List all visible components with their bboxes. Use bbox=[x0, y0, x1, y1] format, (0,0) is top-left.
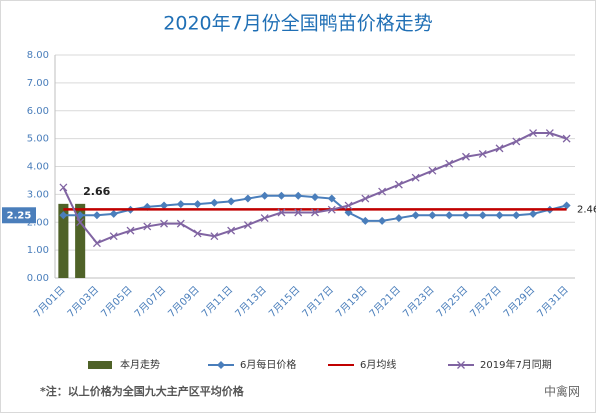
marker bbox=[210, 198, 219, 207]
legend-label: 6月每日价格 bbox=[240, 358, 296, 371]
marker bbox=[445, 211, 454, 220]
y-tick-label: 3.00 bbox=[27, 189, 49, 200]
marker bbox=[227, 226, 236, 235]
y-tick-label: 0.00 bbox=[27, 273, 49, 284]
marker bbox=[59, 211, 68, 220]
marker bbox=[411, 211, 420, 220]
marker bbox=[109, 209, 118, 218]
marker bbox=[378, 187, 387, 196]
marker bbox=[378, 216, 387, 225]
marker bbox=[193, 229, 202, 238]
marker bbox=[294, 208, 303, 217]
marker bbox=[143, 222, 152, 231]
data-label: 2.25 bbox=[7, 210, 32, 221]
marker bbox=[545, 129, 554, 138]
marker bbox=[461, 211, 470, 220]
marker bbox=[428, 211, 437, 220]
marker bbox=[277, 208, 286, 217]
marker bbox=[512, 211, 521, 220]
marker bbox=[311, 208, 319, 217]
marker bbox=[277, 191, 286, 200]
marker bbox=[217, 361, 225, 369]
marker bbox=[92, 239, 101, 248]
y-tick-label: 7.00 bbox=[27, 78, 49, 89]
marker bbox=[92, 211, 101, 220]
y-tick-label: 1.00 bbox=[27, 245, 49, 256]
watermark: 中禽网 bbox=[544, 384, 580, 399]
marker bbox=[243, 221, 252, 229]
legend-item: 2019年7月同期 bbox=[448, 358, 552, 371]
marker bbox=[478, 211, 487, 220]
marker bbox=[260, 214, 269, 223]
legend-item: 6月每日价格 bbox=[208, 358, 296, 371]
data-label: 2.66 bbox=[83, 185, 110, 198]
bar bbox=[75, 203, 86, 278]
marker bbox=[394, 214, 403, 223]
marker bbox=[495, 144, 504, 153]
data-label: 2.46 bbox=[577, 204, 596, 215]
marker bbox=[76, 218, 85, 227]
marker bbox=[59, 183, 68, 192]
marker bbox=[294, 191, 303, 200]
marker bbox=[210, 232, 219, 241]
marker bbox=[529, 129, 538, 138]
marker bbox=[411, 173, 420, 182]
y-tick-label: 4.00 bbox=[27, 162, 49, 173]
marker bbox=[176, 200, 185, 209]
marker bbox=[478, 149, 487, 158]
marker bbox=[160, 201, 169, 210]
legend-label: 6月均线 bbox=[360, 358, 396, 371]
marker bbox=[562, 134, 571, 143]
y-tick-label: 5.00 bbox=[27, 134, 49, 145]
marker bbox=[311, 193, 319, 202]
marker bbox=[445, 159, 454, 168]
y-tick-label: 8.00 bbox=[27, 50, 49, 61]
marker bbox=[260, 191, 269, 200]
marker bbox=[495, 211, 504, 220]
legend-label: 本月走势 bbox=[120, 358, 160, 371]
marker bbox=[327, 194, 336, 203]
data-label-box bbox=[2, 207, 36, 224]
marker bbox=[227, 197, 236, 206]
marker bbox=[512, 137, 521, 146]
y-tick-label: 2.00 bbox=[27, 217, 49, 228]
marker bbox=[344, 201, 353, 210]
footnote: *注：以上价格为全国九大主产区平均价格 bbox=[40, 384, 245, 398]
marker bbox=[529, 209, 538, 218]
marker bbox=[394, 180, 403, 189]
marker bbox=[176, 219, 185, 228]
marker bbox=[428, 166, 437, 175]
legend-swatch bbox=[88, 361, 112, 369]
marker bbox=[361, 216, 370, 225]
marker bbox=[327, 205, 336, 214]
y-tick-label: 6.00 bbox=[27, 106, 49, 117]
legend-item: 本月走势 bbox=[88, 358, 160, 371]
chart-title: 2020年7月份全国鸭苗价格走势 bbox=[163, 13, 432, 35]
marker bbox=[109, 232, 118, 241]
bar bbox=[58, 203, 69, 278]
marker bbox=[562, 201, 571, 210]
marker bbox=[457, 361, 465, 369]
legend-item: 6月均线 bbox=[328, 358, 396, 371]
marker bbox=[361, 194, 370, 203]
marker bbox=[193, 200, 202, 209]
marker bbox=[462, 152, 470, 161]
marker bbox=[126, 226, 135, 235]
marker bbox=[243, 194, 252, 203]
legend-label: 2019年7月同期 bbox=[480, 358, 552, 371]
marker bbox=[160, 219, 168, 228]
